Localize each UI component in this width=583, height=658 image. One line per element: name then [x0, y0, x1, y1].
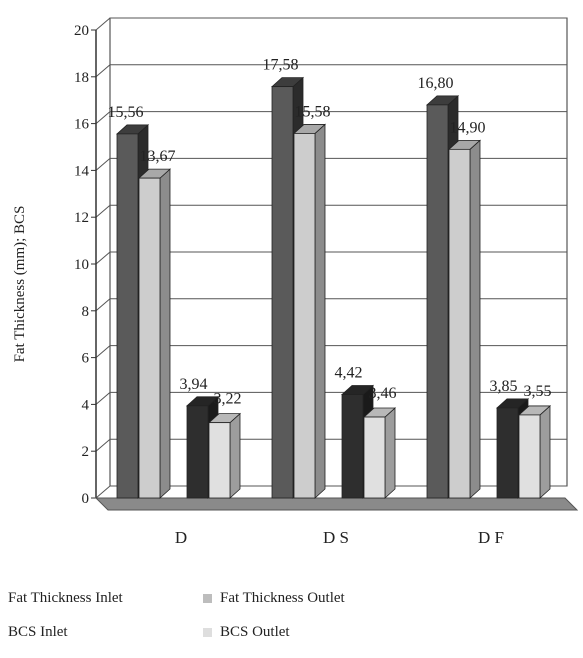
bar-chart: 0 2 4 6 8 10 12 14 16 18 20 Fat Thickness (mm); BCS…	[12, 17, 579, 547]
bar-side-3-2	[539, 405, 551, 499]
legend-row-1: Fat Thickness Inlet Fat Thickness Outlet	[8, 590, 568, 624]
data-label-2-0: 3,94	[180, 376, 208, 393]
bar-side-1-2	[469, 139, 481, 499]
bar-1-1	[293, 133, 316, 499]
data-label-0-0: 15,56	[108, 104, 144, 121]
grid-diagonal-0	[95, 485, 111, 499]
bar-1-0	[138, 177, 161, 499]
y-tick-label-3: 6	[82, 351, 90, 367]
grid-diagonal-1	[95, 438, 111, 452]
bar-3-0	[208, 422, 231, 499]
y-tick-label-2: 4	[82, 397, 90, 413]
y-tick-label-1: 2	[82, 444, 90, 460]
category-label-2: D F	[478, 528, 504, 547]
bar-0-1	[271, 86, 294, 499]
grid-diagonal-10	[95, 17, 111, 31]
data-label-0-1: 17,58	[263, 57, 299, 74]
data-label-1-1: 15,58	[295, 103, 331, 120]
grid-diagonal-8	[95, 111, 111, 124]
bar-2-0	[186, 405, 209, 499]
bar-3-1	[363, 416, 386, 499]
grid-diagonal-3	[95, 345, 111, 358]
legend-label-fat-inlet: Fat Thickness Inlet	[8, 590, 123, 606]
bar-side-1-0	[159, 168, 171, 499]
bar-2-2	[496, 407, 519, 499]
bar-2-1	[341, 394, 364, 499]
legend-item-fat-outlet: Fat Thickness Outlet	[203, 590, 403, 607]
category-label-1: D S	[323, 528, 349, 547]
legend-row-2: BCS Inlet BCS Outlet	[8, 624, 568, 658]
legend-label-bcs-outlet: BCS Outlet	[220, 624, 290, 640]
y-tick-label-7: 14	[74, 163, 90, 179]
y-tick-label-9: 18	[74, 70, 89, 86]
bar-side-1-1	[314, 123, 326, 499]
legend-item-bcs-inlet: BCS Inlet	[8, 624, 203, 641]
data-label-3-0: 3,22	[214, 391, 242, 408]
data-label-0-2: 16,80	[418, 75, 454, 92]
data-label-2-2: 3,85	[490, 378, 518, 395]
category-label-0: D	[175, 528, 187, 547]
bar-0-0	[116, 133, 139, 499]
grid-diagonal-6	[95, 204, 111, 218]
data-label-1-2: 14,90	[450, 119, 486, 136]
bar-0-2	[426, 104, 449, 499]
legend-item-fat-inlet: Fat Thickness Inlet	[8, 590, 203, 607]
y-tick-label-6: 12	[74, 210, 89, 226]
legend-item-bcs-outlet: BCS Outlet	[203, 624, 403, 641]
legend-label-bcs-inlet: BCS Inlet	[8, 624, 68, 640]
data-label-3-2: 3,55	[524, 383, 552, 400]
y-tick-label-4: 8	[82, 304, 90, 320]
bar-side-3-1	[384, 407, 396, 499]
plot-floor	[94, 497, 579, 511]
grid-diagonal-7	[95, 158, 111, 171]
grid-diagonal-5	[95, 251, 111, 265]
y-tick-label-0: 0	[82, 491, 90, 507]
bar-3-2	[518, 414, 541, 499]
data-label-2-1: 4,42	[335, 365, 363, 382]
y-tick-label-8: 16	[74, 117, 90, 133]
grid-diagonal-9	[95, 64, 111, 78]
y-tick-label-5: 10	[74, 257, 89, 273]
bar-side-3-0	[229, 412, 241, 499]
grid-diagonal-2	[95, 392, 111, 405]
legend-label-fat-outlet: Fat Thickness Outlet	[220, 590, 345, 606]
legend-swatch-bcs-outlet	[203, 628, 212, 637]
data-label-1-0: 13,67	[140, 148, 176, 165]
bar-1-2	[448, 148, 471, 499]
grid-diagonal-4	[95, 298, 111, 312]
legend-swatch-fat-outlet	[203, 594, 212, 603]
y-tick-label-10: 20	[74, 23, 89, 39]
data-label-3-1: 3,46	[369, 385, 397, 402]
legend: Fat Thickness Inlet Fat Thickness Outlet…	[8, 590, 568, 658]
y-axis-title: Fat Thickness (mm); BCS	[12, 206, 28, 363]
